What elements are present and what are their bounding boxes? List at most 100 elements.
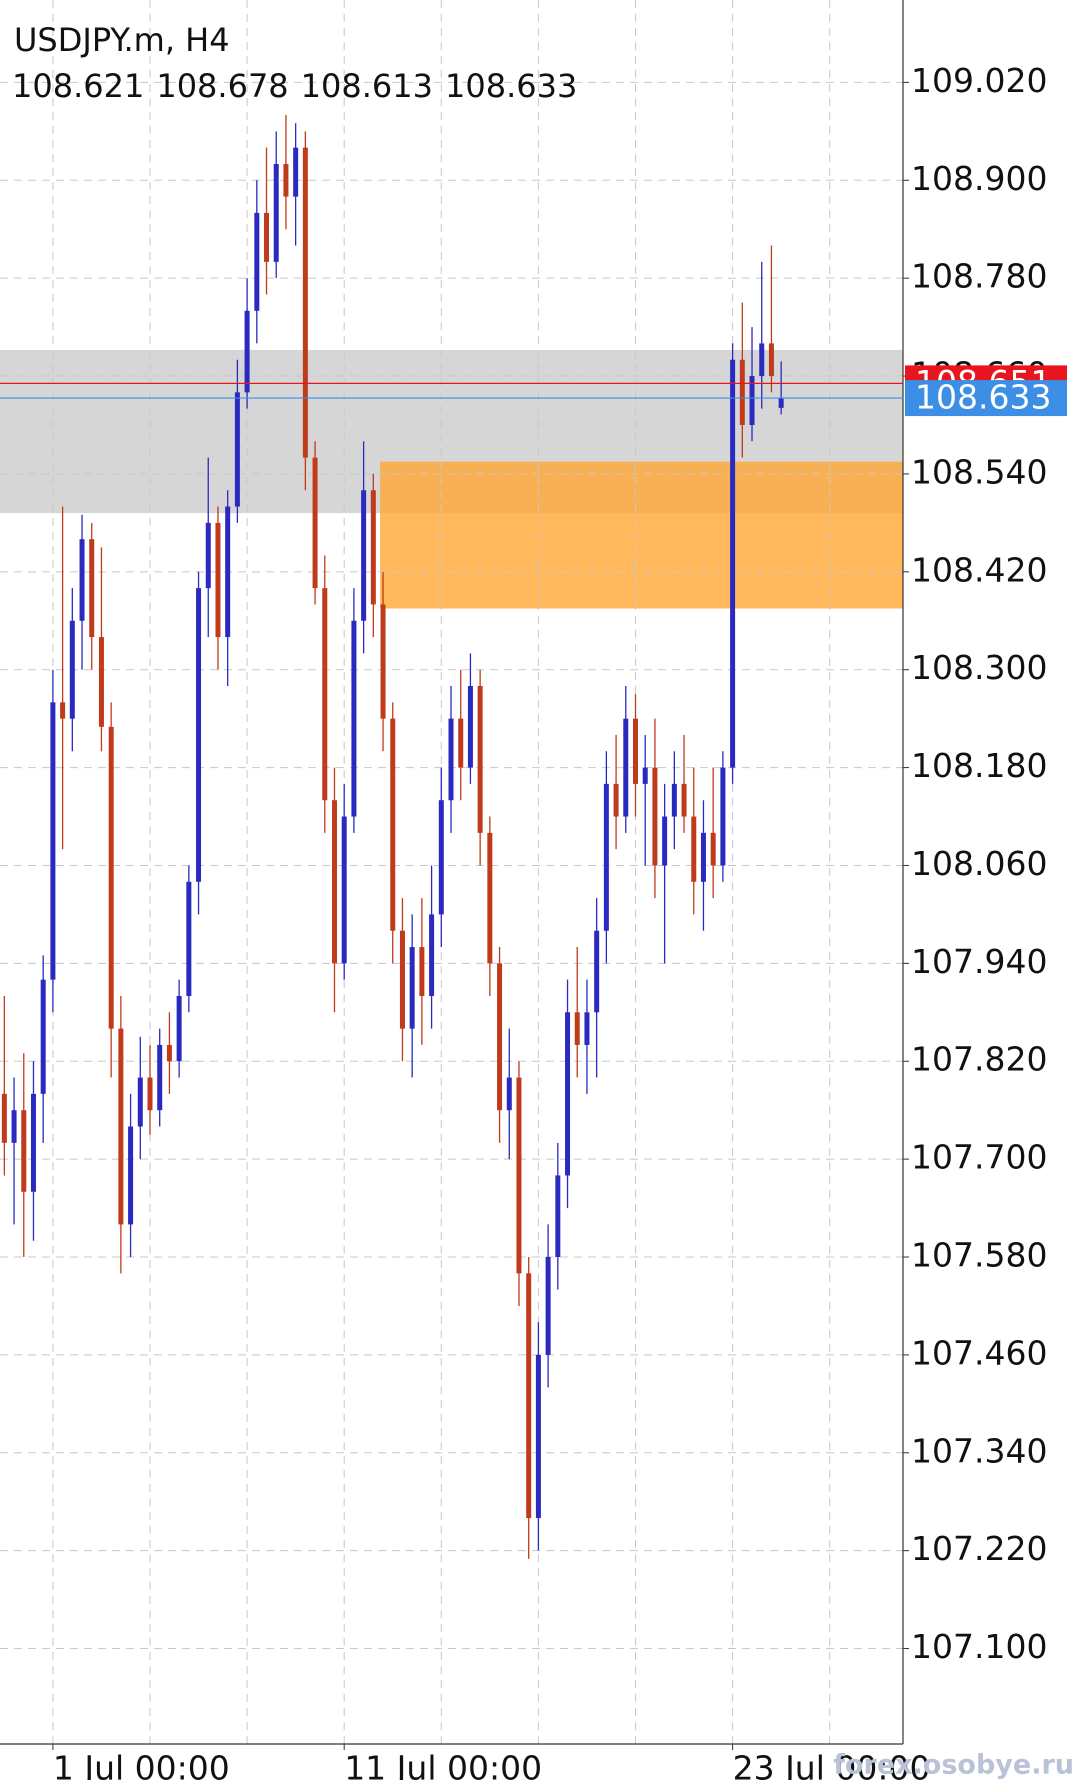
candle-body [506,1077,512,1111]
candle-body [361,490,367,621]
x-tick-label: 11 Jul 00:00 [344,1749,542,1780]
candle-body [584,1012,590,1045]
candle-body [331,800,337,964]
y-tick-label: 108.900 [911,159,1047,198]
candle-body [467,686,473,768]
y-tick-label: 107.580 [911,1236,1047,1275]
y-tick-label: 108.060 [911,844,1047,883]
candle-body [429,914,435,996]
x-tick-label: 23 Jul 00:00 [733,1749,931,1780]
candle-body [399,930,405,1029]
candle-body [633,718,638,784]
candle-body [710,832,716,866]
candle-body [487,832,493,964]
y-tick-label: 108.780 [911,257,1047,296]
candle-body [691,816,697,882]
candle-body [137,1077,143,1127]
candle-body [50,702,56,980]
candle-body [419,947,425,996]
candle-body [166,1044,172,1062]
candle-body [98,637,104,727]
candle-body [89,539,95,638]
candle-body [390,718,396,931]
candle-body [730,359,736,768]
candle-body [40,979,46,1094]
candle-body [555,1175,561,1258]
candle-body [30,1093,36,1192]
candle-body [477,686,483,833]
candle-body [545,1257,551,1355]
candle-body [642,767,648,784]
watermark: forex.osobye.ru [833,1750,1074,1780]
candle-body [380,604,386,719]
candle-body [79,539,85,621]
candle-body [341,816,347,964]
candle-body [176,995,182,1062]
candle-body [322,588,328,801]
candle-body [759,343,765,377]
candle-body [565,1012,571,1176]
candle-body [234,392,240,507]
candle-body [69,620,75,719]
candle-body [458,718,464,768]
chart-title: USDJPY.m, H4 [14,21,230,59]
candle-body [1,1093,7,1143]
candle-body [196,588,202,882]
candle-body [739,359,745,425]
candle-body [516,1077,522,1274]
candle-body [681,783,687,817]
ohlc-value: 108.678 [156,67,288,105]
candle-body [526,1273,532,1519]
y-tick-label: 107.700 [911,1138,1047,1177]
candle-body [720,767,726,866]
candle-body [594,930,600,1013]
candle-body [186,881,192,996]
zone [380,461,903,609]
candle-body [21,1110,27,1192]
y-tick-label: 107.940 [911,942,1047,981]
candle-body [623,718,629,817]
candle-body [118,1028,124,1225]
candle-body [351,620,357,817]
candle-body [157,1044,163,1111]
candle-body [283,163,289,197]
candle-body [778,398,784,408]
price-box [905,380,1067,417]
candle-body [603,783,609,931]
ohlc-value: 108.621 [12,67,144,105]
y-tick-label: 108.540 [911,452,1047,491]
candle-body [448,718,454,801]
candle-body [700,832,706,882]
candle-body [497,963,503,1111]
ohlc-value: 108.633 [445,67,577,105]
candle-body [613,783,619,817]
candle-body [293,147,299,197]
candle-body [128,1126,134,1225]
candle-body [273,163,279,262]
candle-body [147,1077,153,1111]
candle-body [535,1354,541,1519]
candle-body [370,490,376,605]
x-tick-label: 1 Jul 00:00 [53,1749,230,1780]
candle-body [205,522,211,589]
y-tick-label: 108.180 [911,746,1047,785]
y-tick-label: 108.300 [911,648,1047,687]
y-tick-label: 109.020 [911,61,1047,100]
candle-body [409,947,415,1029]
y-tick-label: 108.420 [911,550,1047,589]
y-tick-label: 107.220 [911,1529,1047,1568]
candle-body [225,506,231,638]
ohlc-value: 108.613 [301,67,433,105]
ohlc-header: 108.621 108.678 108.613 108.633 [12,67,577,105]
candle-body [60,702,66,719]
candle-body [244,310,250,393]
candle-body [302,147,308,458]
candle-body [215,522,221,638]
y-tick-label: 107.340 [911,1431,1047,1470]
candle-body [662,816,668,866]
price-box-label: 108.633 [915,378,1051,417]
candle-body [312,457,318,589]
